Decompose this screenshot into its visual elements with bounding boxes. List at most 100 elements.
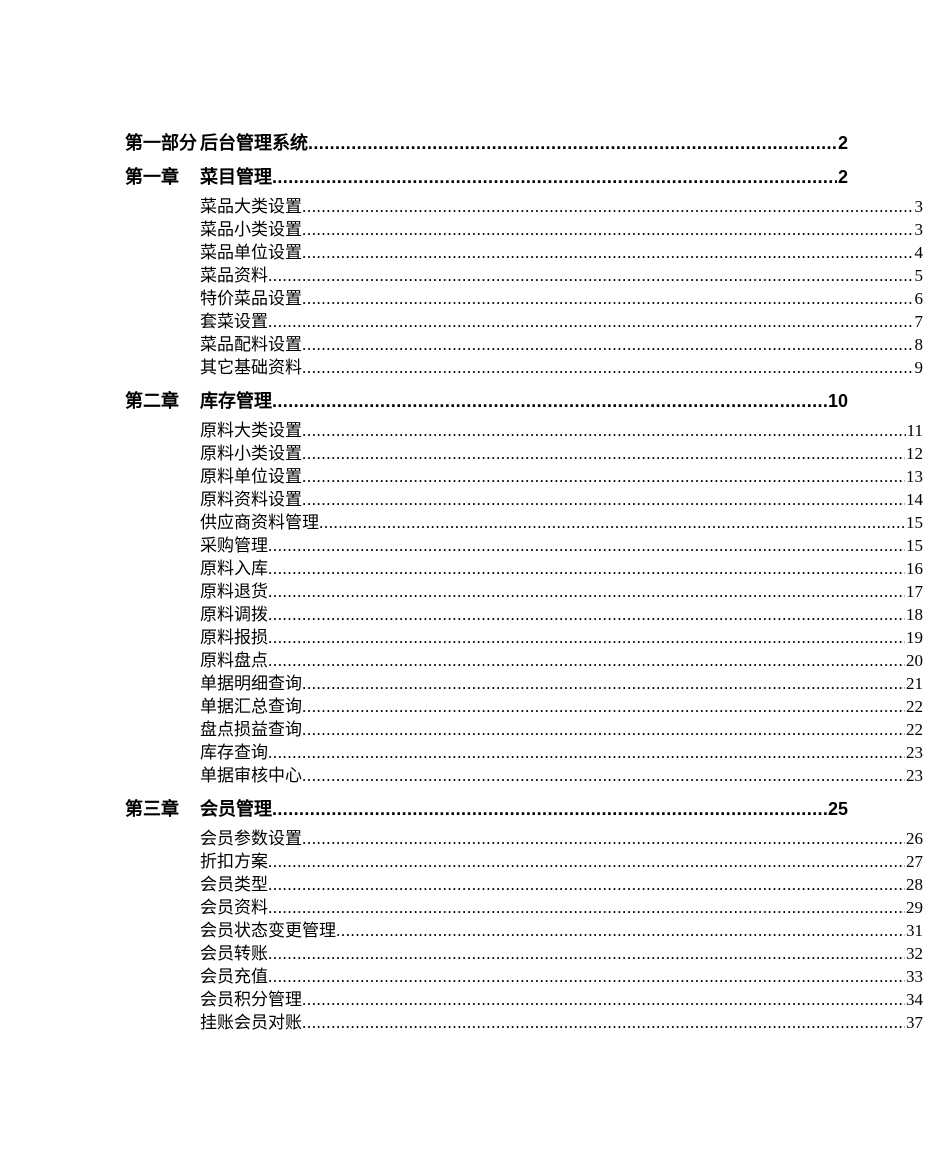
toc-entry[interactable]: 菜品小类设置 3 — [125, 218, 923, 241]
toc-entry[interactable]: 原料大类设置 11 — [125, 419, 923, 442]
toc-entry[interactable]: 会员参数设置 26 — [125, 827, 923, 850]
toc-entry[interactable]: 折扣方案 27 — [125, 850, 923, 873]
toc-entry[interactable]: 第一部分 后台管理系统 2 — [125, 131, 848, 155]
toc-entry[interactable]: 原料退货 17 — [125, 580, 923, 603]
toc-entry[interactable]: 会员转账 32 — [125, 942, 923, 965]
toc-entry[interactable]: 第二章 库存管理 10 — [125, 389, 848, 413]
toc-entry[interactable]: 原料报损 19 — [125, 626, 923, 649]
toc-page-number: 23 — [906, 766, 923, 785]
toc-page-number: 16 — [906, 559, 923, 578]
toc-page-number: 23 — [906, 743, 923, 762]
toc-entry-title: 会员状态变更管理 — [200, 921, 336, 940]
toc-entry-title: 原料报损 — [200, 628, 268, 647]
toc-dot-leader — [302, 764, 905, 787]
toc-entry[interactable]: 第一章 菜目管理 2 — [125, 165, 848, 189]
toc-entry[interactable]: 库存查询 23 — [125, 741, 923, 764]
toc-page-number: 14 — [906, 490, 923, 509]
toc-dot-leader — [302, 465, 905, 488]
toc-dot-leader — [302, 419, 906, 442]
toc-dot-leader — [268, 741, 905, 764]
toc-page-number: 15 — [906, 513, 923, 532]
toc-entry-title: 库存查询 — [200, 743, 268, 762]
toc-entry[interactable]: 采购管理 15 — [125, 534, 923, 557]
toc-entry[interactable]: 菜品配料设置 8 — [125, 333, 923, 356]
toc-page-number: 28 — [906, 875, 923, 894]
toc-page-number: 27 — [906, 852, 923, 871]
toc-dot-leader — [272, 389, 827, 413]
toc-dot-leader — [268, 873, 905, 896]
toc-dot-leader — [319, 511, 905, 534]
toc-dot-leader — [302, 218, 914, 241]
toc-entry-title: 菜品小类设置 — [200, 220, 302, 239]
toc-entry[interactable]: 会员资料 29 — [125, 896, 923, 919]
toc-dot-leader — [268, 649, 905, 672]
toc-entry-title: 会员类型 — [200, 875, 268, 894]
toc-dot-leader — [268, 557, 905, 580]
toc-dot-leader — [302, 356, 914, 379]
toc-page-number: 31 — [906, 921, 923, 940]
toc-page-number: 9 — [914, 358, 924, 377]
toc-entry[interactable]: 会员积分管理 34 — [125, 988, 923, 1011]
toc-dot-leader — [302, 672, 905, 695]
toc-entry[interactable]: 会员状态变更管理 31 — [125, 919, 923, 942]
toc-entry[interactable]: 其它基础资料 9 — [125, 356, 923, 379]
toc-entry[interactable]: 原料调拨 18 — [125, 603, 923, 626]
toc-page-number: 6 — [914, 289, 924, 308]
toc-page-number: 4 — [914, 243, 924, 262]
toc-page-number: 34 — [906, 990, 923, 1009]
toc-entry-title: 会员资料 — [200, 898, 268, 917]
toc-entry[interactable]: 原料资料设置 14 — [125, 488, 923, 511]
toc-entry[interactable]: 第三章 会员管理 25 — [125, 797, 848, 821]
toc-entry[interactable]: 供应商资料管理 15 — [125, 511, 923, 534]
toc-entry-title: 菜品大类设置 — [200, 197, 302, 216]
toc-entry[interactable]: 单据汇总查询 22 — [125, 695, 923, 718]
toc-page-number: 33 — [906, 967, 923, 986]
toc-entry[interactable]: 菜品大类设置 3 — [125, 195, 923, 218]
toc-entry-title: 库存管理 — [200, 391, 272, 411]
toc-entry-title: 套菜设置 — [200, 312, 268, 331]
toc-entry-title: 原料退货 — [200, 582, 268, 601]
toc-entry-title: 单据汇总查询 — [200, 697, 302, 716]
toc-entry[interactable]: 原料单位设置 13 — [125, 465, 923, 488]
toc-dot-leader — [268, 310, 914, 333]
toc-dot-leader — [268, 580, 905, 603]
toc-dot-leader — [302, 333, 914, 356]
toc-dot-leader — [268, 896, 905, 919]
toc-dot-leader — [302, 287, 914, 310]
toc-entry[interactable]: 挂账会员对账 37 — [125, 1011, 923, 1034]
toc-entry-title: 单据明细查询 — [200, 674, 302, 693]
toc-entry-title: 折扣方案 — [200, 852, 268, 871]
toc-entry[interactable]: 会员类型 28 — [125, 873, 923, 896]
toc-entry[interactable]: 单据明细查询 21 — [125, 672, 923, 695]
toc-page-number: 32 — [906, 944, 923, 963]
toc-page-number: 26 — [906, 829, 923, 848]
toc-entry[interactable]: 套菜设置 7 — [125, 310, 923, 333]
toc-dot-leader — [302, 695, 905, 718]
toc-entry[interactable]: 原料盘点 20 — [125, 649, 923, 672]
toc-dot-leader — [268, 965, 905, 988]
toc-entry[interactable]: 会员充值 33 — [125, 965, 923, 988]
toc-dot-leader — [268, 264, 914, 287]
toc-entry-title: 原料资料设置 — [200, 490, 302, 509]
toc-entry-title: 原料小类设置 — [200, 444, 302, 463]
toc-entry[interactable]: 盘点损益查询 22 — [125, 718, 923, 741]
toc-entry-title: 会员参数设置 — [200, 829, 302, 848]
toc-entry[interactable]: 原料小类设置 12 — [125, 442, 923, 465]
toc-dot-leader — [302, 1011, 905, 1034]
toc-entry[interactable]: 菜品资料 5 — [125, 264, 923, 287]
toc-entry-title: 会员转账 — [200, 944, 268, 963]
toc-page-number: 17 — [906, 582, 923, 601]
toc-page-number: 22 — [906, 720, 923, 739]
toc-dot-leader — [272, 165, 837, 189]
toc-entry[interactable]: 特价菜品设置 6 — [125, 287, 923, 310]
toc-dot-leader — [268, 603, 905, 626]
toc-page-number: 15 — [906, 536, 923, 555]
toc-page-number: 2 — [837, 167, 848, 187]
toc-entry[interactable]: 原料入库 16 — [125, 557, 923, 580]
toc-page-number: 11 — [906, 421, 923, 440]
toc-entry[interactable]: 单据审核中心 23 — [125, 764, 923, 787]
toc-entry-title: 菜品资料 — [200, 266, 268, 285]
toc-dot-leader — [302, 195, 914, 218]
toc-entry[interactable]: 菜品单位设置 4 — [125, 241, 923, 264]
